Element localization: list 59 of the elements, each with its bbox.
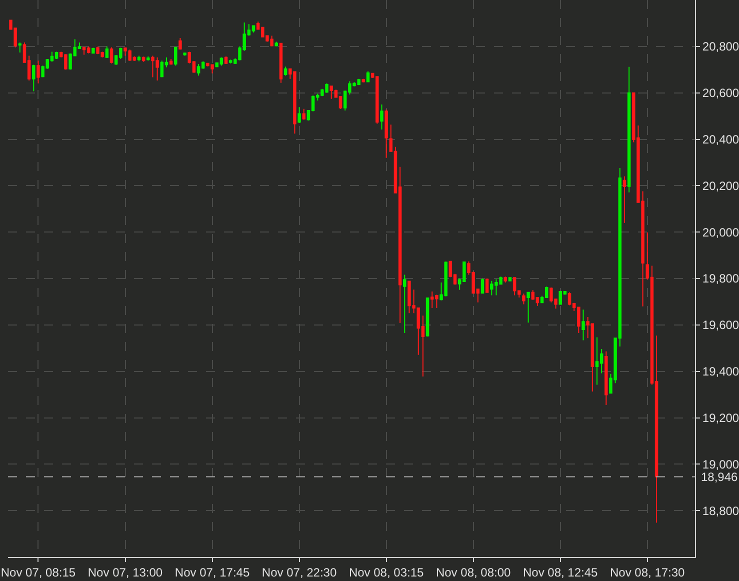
candlestick (32, 64, 36, 92)
y-tick-label: 20,200 (702, 178, 739, 193)
candlestick (174, 46, 178, 66)
candlestick (622, 176, 626, 224)
x-tick-label: Nov 08, 03:15 (348, 565, 424, 580)
candlestick (403, 274, 406, 334)
y-tick-label: 19,600 (702, 318, 739, 332)
candlestick (274, 41, 278, 46)
candlestick (508, 276, 512, 282)
candlestick (137, 55, 141, 62)
ref-line-label: 18,946 (701, 470, 738, 484)
candlestick (298, 106, 301, 124)
y-tick-label: 19,800 (702, 272, 739, 286)
candlestick (526, 291, 530, 324)
y-tick-label: 20,000 (702, 225, 739, 240)
x-tick-label: Nov 08, 17:30 (610, 565, 686, 580)
candlestick (595, 336, 599, 386)
candlestick (160, 60, 164, 78)
y-tick-label: 19,000 (702, 457, 739, 472)
y-tick-label: 19,400 (702, 364, 739, 379)
x-tick-label: Nov 07, 08:15 (0, 565, 76, 580)
y-tick-label: 20,600 (702, 86, 739, 100)
candlestick (279, 42, 283, 84)
x-tick-label: Nov 07, 22:30 (262, 565, 337, 580)
candlestick (86, 46, 90, 54)
candlestick (582, 309, 585, 341)
candlestick (380, 104, 384, 130)
candlestick (485, 278, 489, 294)
candlestick (627, 66, 631, 193)
candlestick (604, 350, 608, 406)
candlestick (302, 108, 306, 120)
candlestick (196, 64, 200, 76)
candlestick (426, 297, 430, 338)
candlestick (480, 278, 484, 294)
candlestick (224, 56, 228, 65)
candlestick (92, 47, 95, 54)
candlestick (169, 58, 173, 66)
x-tick-label: Nov 07, 13:00 (88, 565, 163, 580)
candlestick (384, 109, 388, 158)
candlestick (105, 46, 109, 59)
candlestick (284, 66, 288, 76)
candlestick (110, 46, 114, 64)
x-tick-label: Nov 08, 08:00 (436, 565, 512, 580)
candlestick (252, 24, 256, 33)
y-tick-label: 20,400 (702, 132, 739, 146)
candlestick (82, 46, 86, 56)
y-tick-label: 19,200 (702, 410, 739, 425)
x-tick-label: Nov 08, 12:45 (522, 565, 598, 580)
candlestick (146, 56, 150, 62)
y-tick-label: 20,800 (702, 40, 739, 54)
candlestick (36, 60, 40, 84)
candlestick (18, 42, 22, 53)
candlestick (522, 293, 526, 305)
candlestick (183, 52, 186, 56)
candlestick (54, 51, 58, 60)
candlestick (178, 38, 182, 50)
candlestick (504, 276, 508, 283)
y-tick-label: 18,800 (702, 504, 739, 518)
x-tick-label: Nov 07, 17:45 (174, 565, 250, 580)
